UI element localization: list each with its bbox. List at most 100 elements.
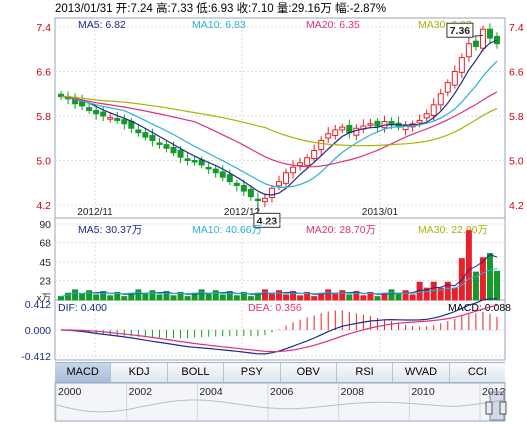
candle-body xyxy=(219,171,226,178)
candle-body xyxy=(212,168,219,174)
volume-ma-label: MA30: 22.90万 xyxy=(418,224,488,236)
macd-value-label: MACD: 0.088 xyxy=(448,302,511,314)
candle-body xyxy=(135,129,142,134)
tab-psy[interactable]: PSY xyxy=(224,363,281,382)
ma20-line xyxy=(60,91,498,168)
timeline-handle-left xyxy=(485,401,493,415)
candle-body xyxy=(367,123,374,126)
volume-bar xyxy=(79,293,86,301)
candle-body xyxy=(290,166,297,174)
timeline-year-label: 2010 xyxy=(411,386,435,398)
volume-bar xyxy=(367,291,374,301)
candle-body xyxy=(191,160,198,163)
time-tick-label: 2012/12 xyxy=(224,207,261,218)
candle-body xyxy=(283,172,290,184)
candle-body xyxy=(114,118,121,121)
volume-bar xyxy=(86,290,93,301)
candle-body xyxy=(149,134,156,141)
candle-body xyxy=(423,113,430,119)
volume-bar xyxy=(212,290,219,301)
volume-bar xyxy=(226,291,233,301)
time-tick-label: 2013/01 xyxy=(362,207,399,218)
volume-tick: 68 xyxy=(39,238,51,250)
volume-bar xyxy=(100,291,107,301)
macd-tick: 0.412 xyxy=(25,299,51,311)
candle-body xyxy=(332,129,339,136)
candle-body xyxy=(416,119,423,124)
volume-ma10-line xyxy=(60,268,498,298)
volume-tick: 90 xyxy=(39,219,51,231)
volume-bar xyxy=(311,296,318,301)
volume-bar xyxy=(346,294,353,301)
candle-body xyxy=(311,149,318,160)
price-tick-right: 5.8 xyxy=(509,111,524,123)
volume-bar xyxy=(437,287,444,301)
volume-bar xyxy=(276,290,282,301)
tab-boll[interactable]: BOLL xyxy=(167,363,225,382)
timeline-year-label: 2008 xyxy=(341,386,365,398)
candle-body xyxy=(142,132,149,138)
volume-bar xyxy=(121,296,128,301)
price-tick-right: 7.4 xyxy=(509,22,524,34)
tab-rsi[interactable]: RSI xyxy=(336,363,394,382)
tab-obv[interactable]: OBV xyxy=(280,363,337,382)
ma-label: MA20: 6.35 xyxy=(306,19,360,31)
volume-bar xyxy=(423,287,430,301)
volume-bar xyxy=(325,289,332,301)
price-tick-left: 7.4 xyxy=(36,22,51,34)
volume-bar xyxy=(297,295,304,301)
candle-body xyxy=(437,93,444,106)
candle-body xyxy=(184,158,191,162)
candle-body xyxy=(304,157,311,166)
volume-bar xyxy=(339,290,346,301)
volume-bar xyxy=(409,294,416,301)
indicator-tabs: MACD KDJ BOLL PSY OBV RSI WVAD CCI xyxy=(55,362,505,383)
candle-body xyxy=(465,43,472,58)
volume-bar xyxy=(353,291,360,301)
macd-dea-line xyxy=(61,304,498,353)
volume-bar xyxy=(304,291,311,301)
price-tick-left: 6.6 xyxy=(36,67,51,79)
macd-tick: -0.412 xyxy=(21,351,51,363)
volume-bar xyxy=(283,294,290,301)
tab-wvad[interactable]: WVAD xyxy=(393,363,450,382)
candle-body xyxy=(444,82,451,93)
volume-bar xyxy=(205,293,212,301)
candle-body xyxy=(472,40,479,47)
volume-bar xyxy=(72,289,79,301)
candle-body xyxy=(374,120,381,127)
volume-bar xyxy=(135,289,142,301)
candle-body xyxy=(156,142,163,145)
price-tick-right: 5.0 xyxy=(509,156,524,168)
volume-bar xyxy=(395,293,402,301)
high-marker-label: 7.36 xyxy=(450,25,471,37)
volume-bar xyxy=(58,296,64,301)
volume-bar xyxy=(233,295,240,301)
candle-body xyxy=(170,146,177,154)
candle-body xyxy=(247,188,254,198)
candle-body xyxy=(121,119,128,125)
volume-bar xyxy=(93,294,100,301)
candle-body xyxy=(205,166,212,170)
macd-dif-label: DIF: 0.400 xyxy=(58,302,107,314)
price-tick-right: 4.2 xyxy=(509,200,524,212)
candle-body xyxy=(268,187,275,198)
candle-body xyxy=(479,28,486,49)
candle-body xyxy=(240,185,247,192)
time-tick-label: 2012/11 xyxy=(77,207,113,218)
candle-body xyxy=(93,109,100,115)
tab-macd[interactable]: MACD xyxy=(55,363,112,382)
volume-unit: x万 xyxy=(37,293,51,304)
ma-label: MA10: 6.83 xyxy=(192,19,246,31)
candle-body xyxy=(163,144,170,149)
volume-bar xyxy=(465,230,472,301)
timeline-frame xyxy=(54,382,506,422)
volume-bar xyxy=(149,290,156,301)
volume-bar xyxy=(402,290,409,301)
tab-cci[interactable]: CCI xyxy=(449,363,505,382)
volume-bar xyxy=(451,287,458,301)
volume-bar xyxy=(177,291,184,301)
volume-bar xyxy=(479,257,486,301)
tab-kdj[interactable]: KDJ xyxy=(111,363,168,382)
candle-body xyxy=(339,126,346,131)
